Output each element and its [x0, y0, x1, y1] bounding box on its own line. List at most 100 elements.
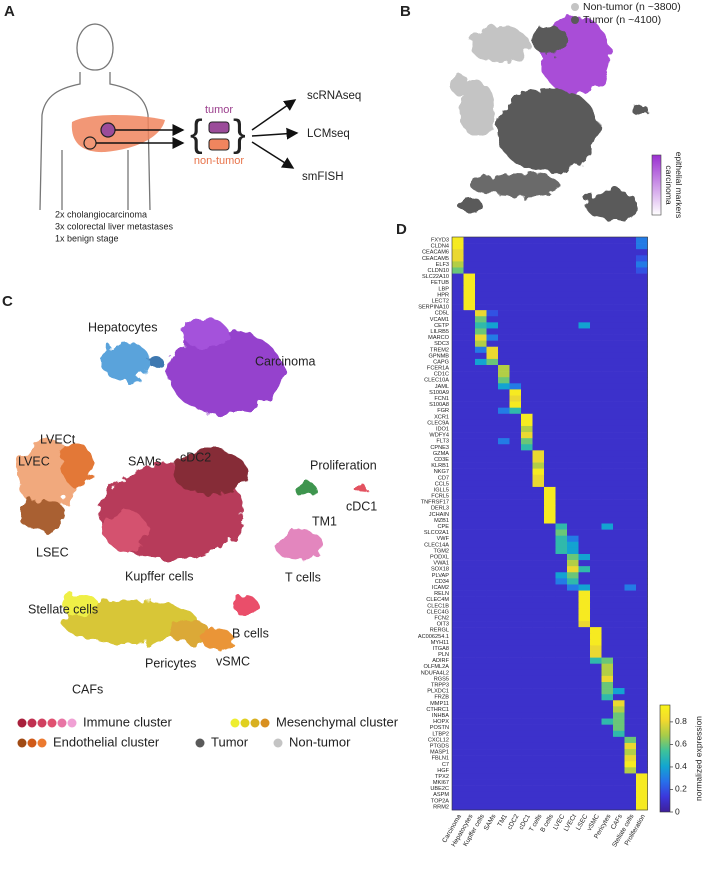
- heatmap-cell: [475, 706, 487, 713]
- heatmap-cell: [567, 669, 579, 677]
- heatmap-cell: [613, 584, 625, 591]
- heatmap-cell: [463, 444, 476, 451]
- heatmap-cell: [509, 736, 522, 744]
- arrow: [251, 141, 295, 169]
- heatmap-cell: [624, 535, 637, 543]
- heatmap-cell: [555, 614, 568, 622]
- heatmap-cell: [636, 304, 648, 311]
- heatmap-cell: [452, 608, 464, 616]
- heatmap-cell: [509, 505, 522, 512]
- heatmap-cell: [475, 523, 487, 530]
- heatmap-cell: [636, 493, 648, 500]
- cluster-label: Proliferation: [310, 458, 377, 472]
- heatmap-cell: [624, 578, 637, 585]
- heatmap-cell: [521, 694, 533, 701]
- heatmap-cell: [521, 541, 533, 549]
- heatmap-cell: [486, 450, 499, 457]
- heatmap-cell: [624, 663, 637, 671]
- legend-label: Tumor (n ~4100): [583, 14, 661, 26]
- heatmap-cell: [509, 621, 522, 628]
- heatmap-cell: [567, 553, 579, 561]
- heatmap-cell: [532, 261, 545, 268]
- gene-label: RELN: [434, 591, 449, 597]
- heatmap-cell: [452, 718, 464, 725]
- heatmap-cell: [555, 639, 568, 646]
- heatmap-cell: [486, 578, 499, 585]
- heatmap-cell: [498, 371, 510, 378]
- heatmap-cell: [498, 578, 510, 585]
- heatmap-cell: [601, 432, 614, 439]
- gene-label: ADIRF: [432, 658, 449, 664]
- heatmap-cell: [636, 730, 648, 738]
- heatmap-cell: [636, 371, 648, 378]
- heatmap-cell: [463, 803, 476, 811]
- heatmap-cell: [578, 517, 591, 524]
- heatmap-cell: [613, 371, 625, 378]
- heatmap-cell: [636, 383, 648, 390]
- heatmap-cell: [498, 249, 510, 256]
- heatmap-cell: [486, 712, 499, 719]
- heatmap-cell: [544, 419, 556, 427]
- heatmap-cell: [601, 712, 614, 719]
- heatmap-cell: [601, 602, 614, 610]
- heatmap-cell: [498, 560, 510, 567]
- heatmap-cell: [601, 297, 614, 305]
- heatmap-cell: [578, 328, 591, 335]
- heatmap-cell: [509, 694, 522, 701]
- heatmap-cell: [624, 712, 637, 719]
- heatmap-cell: [567, 273, 579, 280]
- heatmap-cell: [532, 608, 545, 616]
- heatmap-cell: [498, 797, 510, 805]
- heatmap-cell: [544, 413, 556, 421]
- heatmap-cell: [601, 578, 614, 585]
- heatmap-cell: [509, 712, 522, 719]
- heatmap-cell: [624, 474, 637, 482]
- heatmap-cell: [624, 249, 637, 256]
- heatmap-cell: [486, 273, 499, 280]
- heatmap-cell: [486, 389, 499, 396]
- heatmap-cell: [613, 681, 625, 689]
- heatmap-cell: [498, 297, 510, 305]
- colorbar: [659, 704, 671, 813]
- heatmap-cell: [636, 407, 648, 415]
- heatmap-cell: [567, 529, 579, 536]
- heatmap-cell: [532, 474, 545, 482]
- heatmap-cell: [578, 389, 591, 396]
- heatmap-cell: [544, 730, 556, 738]
- heatmap-cell: [624, 700, 637, 707]
- heatmap-cell: [578, 602, 591, 610]
- gene-label: CEACAM5: [422, 256, 449, 262]
- heatmap-cell: [452, 273, 464, 280]
- heatmap-cell: [590, 681, 602, 689]
- heatmap-cell: [567, 584, 579, 591]
- heatmap-cell: [532, 328, 545, 335]
- heatmap-cell: [555, 529, 568, 536]
- heatmap-cell: [509, 493, 522, 500]
- heatmap-cell: [544, 462, 556, 469]
- heatmap-cell: [475, 505, 487, 512]
- heatmap-cell: [601, 456, 614, 463]
- heatmap-cell: [486, 633, 499, 640]
- heatmap-cell: [463, 480, 476, 488]
- heatmap-cell: [624, 505, 637, 512]
- heatmap-cell: [578, 797, 591, 805]
- heatmap-cell: [509, 681, 522, 689]
- heatmap-cell: [486, 456, 499, 463]
- heatmap-cell: [509, 614, 522, 622]
- heatmap-cell: [590, 779, 602, 786]
- heatmap-cell: [509, 462, 522, 469]
- heatmap-cell: [590, 712, 602, 719]
- heatmap-cell: [532, 419, 545, 427]
- heatmap-cell: [590, 395, 602, 402]
- heatmap-cell: [544, 706, 556, 713]
- heatmap-cell: [498, 243, 510, 250]
- heatmap-cell: [555, 425, 568, 433]
- heatmap-cell: [475, 474, 487, 482]
- heatmap-cell: [452, 749, 464, 756]
- gene-label: FRZB: [434, 695, 449, 701]
- heatmap-cell: [475, 761, 487, 768]
- heatmap-cell: [613, 736, 625, 744]
- heatmap-cell: [486, 486, 499, 494]
- heatmap-cell: [475, 322, 487, 329]
- heatmap-cell: [544, 389, 556, 396]
